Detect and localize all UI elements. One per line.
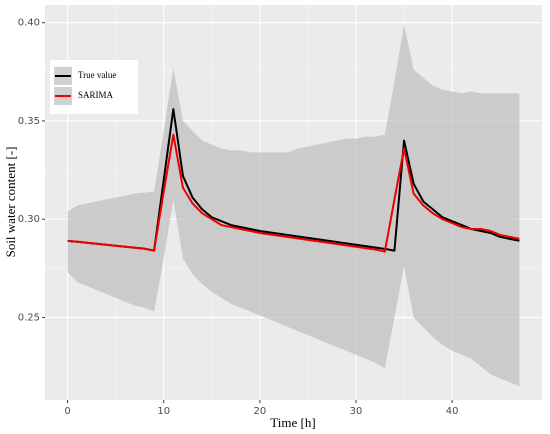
- marks: [67, 24, 520, 387]
- y-axis-title: Soil water content [-]: [3, 147, 18, 258]
- axes: 0 10 20 30 40 0.25 0.30 0.35 0.40: [18, 18, 459, 417]
- legend: True value SARIMA: [50, 60, 138, 114]
- x-tick-label: 40: [446, 406, 459, 417]
- x-tick-label: 20: [253, 406, 266, 417]
- confidence-band: [67, 24, 520, 387]
- y-tick-label: 0.35: [18, 116, 40, 127]
- legend-label: True value: [78, 70, 116, 80]
- y-tick-label: 0.30: [18, 214, 40, 225]
- legend-label: SARIMA: [78, 90, 114, 100]
- series-line: [67, 133, 520, 253]
- x-tick-label: 10: [157, 406, 170, 417]
- x-axis-title: Time [h]: [270, 415, 315, 430]
- x-tick-label: 30: [350, 406, 363, 417]
- y-tick-label: 0.25: [18, 312, 40, 323]
- x-tick-label: 0: [64, 406, 70, 417]
- y-tick-label: 0.40: [18, 18, 40, 29]
